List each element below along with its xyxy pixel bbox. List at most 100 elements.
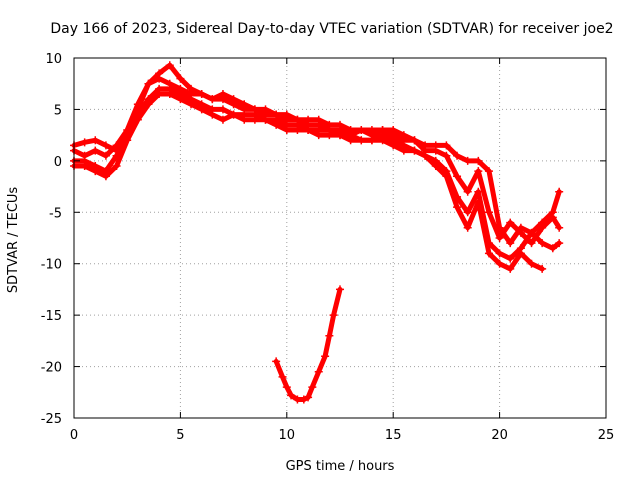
data-point (80, 138, 89, 147)
data-point (321, 352, 330, 361)
x-tick-label: 20 (491, 428, 508, 443)
x-tick-label: 5 (176, 428, 184, 443)
x-tick-label: 10 (279, 428, 296, 443)
data-point (389, 141, 398, 150)
data-point (399, 146, 408, 155)
plot-frame (73, 57, 607, 419)
data-point (240, 100, 249, 109)
data-point (112, 162, 121, 170)
data-point (555, 187, 564, 196)
series-line-track-e (273, 286, 343, 402)
data-point (495, 234, 504, 242)
data-point (555, 223, 564, 232)
data-point (197, 90, 206, 98)
data-point (548, 213, 557, 222)
data-point (123, 136, 132, 145)
data-point (91, 136, 100, 145)
data-point (329, 311, 338, 320)
data-point (282, 126, 291, 134)
data-point (495, 259, 504, 268)
data-point (367, 136, 376, 145)
data-point (133, 100, 142, 109)
data-point (272, 357, 281, 366)
data-point (463, 223, 472, 232)
data-point (240, 115, 249, 124)
y-tick-label: -15 (41, 309, 62, 324)
data-point (314, 367, 323, 376)
data-point (538, 223, 547, 232)
data-point (208, 95, 217, 104)
y-tick-label: -20 (41, 361, 62, 376)
data-point (484, 208, 493, 217)
data-point (453, 172, 462, 181)
data-point (80, 162, 89, 170)
data-point (250, 115, 259, 124)
data-point (484, 249, 493, 258)
data-point (308, 383, 317, 392)
y-axis-label: SDTVAR / TECUs (6, 187, 21, 294)
data-point (272, 120, 281, 129)
data-point (293, 126, 302, 134)
data-point (336, 285, 344, 294)
data-point (442, 141, 451, 150)
data-point (101, 141, 110, 150)
data-series (70, 61, 564, 404)
data-point (474, 198, 483, 206)
data-point (463, 187, 472, 196)
y-tick-label: 10 (45, 52, 62, 67)
data-point (218, 90, 227, 98)
data-point (548, 244, 557, 253)
data-point (187, 100, 196, 109)
data-point (357, 126, 366, 134)
data-point (133, 115, 142, 124)
data-point (165, 61, 174, 70)
data-point (176, 74, 185, 83)
y-tick-label: -5 (49, 206, 62, 221)
data-point (278, 372, 287, 381)
data-point (218, 115, 227, 124)
data-point (218, 105, 227, 114)
data-point (197, 105, 206, 114)
data-point (484, 167, 493, 176)
data-point (229, 95, 238, 104)
data-point (516, 249, 525, 258)
data-point (453, 203, 462, 212)
data-point (314, 131, 323, 140)
data-point (442, 151, 451, 160)
data-point (442, 172, 451, 181)
data-point (378, 136, 387, 145)
axes: 0 5 10 15 20 25 -25 -20 -15 -10 -5 0 5 10 (41, 52, 615, 443)
data-point (165, 90, 174, 98)
data-point (516, 228, 525, 237)
data-point (261, 115, 270, 124)
y-tick-label: -25 (41, 412, 62, 427)
data-point (527, 259, 536, 268)
data-point (357, 136, 366, 145)
data-point (421, 151, 430, 160)
data-point (229, 110, 238, 119)
data-point (506, 264, 515, 273)
data-point (463, 208, 472, 217)
data-point (144, 100, 153, 109)
data-point (527, 239, 536, 248)
data-point (304, 393, 313, 402)
data-point (304, 126, 313, 134)
data-point (287, 391, 296, 400)
y-tick-label: -10 (41, 258, 62, 273)
data-point (506, 218, 515, 227)
data-point (538, 239, 547, 248)
data-point (410, 136, 419, 145)
x-tick-label: 25 (598, 428, 615, 443)
data-point (325, 131, 334, 140)
data-point (299, 395, 308, 404)
data-point (431, 162, 440, 170)
x-axis-label: GPS time / hours (286, 459, 395, 474)
data-point (463, 156, 472, 165)
y-tick-label: 5 (54, 103, 62, 118)
data-point (474, 167, 483, 176)
data-point (527, 228, 536, 237)
data-point (453, 151, 462, 160)
data-point (495, 249, 504, 258)
data-point (155, 90, 164, 98)
